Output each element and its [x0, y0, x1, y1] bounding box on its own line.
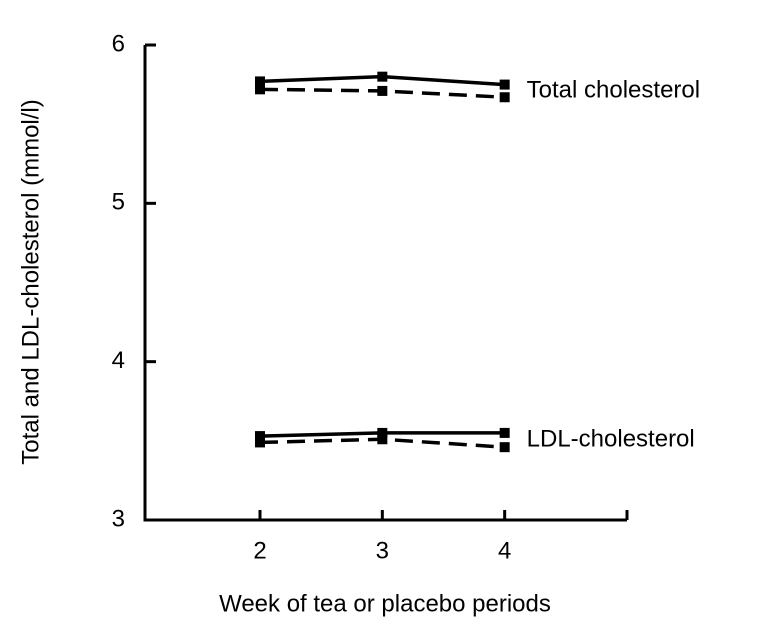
annotation: LDL-cholesterol: [527, 425, 695, 452]
x-axis-label: Week of tea or placebo periods: [219, 590, 551, 617]
x-tick-label: 4: [498, 537, 511, 564]
y-tick-label: 6: [112, 30, 125, 57]
point-marker: [377, 71, 388, 82]
point-marker: [254, 76, 265, 87]
x-tick-label: 2: [253, 537, 266, 564]
point-marker: [254, 84, 265, 95]
point-marker: [377, 434, 388, 445]
point-marker: [499, 92, 510, 103]
point-marker: [499, 79, 510, 90]
point-marker: [377, 427, 388, 438]
y-tick-label: 5: [112, 189, 125, 216]
point-marker: [254, 431, 265, 442]
point-marker: [377, 85, 388, 96]
y-tick-label: 3: [112, 505, 125, 532]
point-marker: [499, 442, 510, 453]
point-marker: [254, 437, 265, 448]
y-axis-label: Total and LDL-cholesterol (mmol/l): [17, 99, 44, 464]
y-tick-label: 4: [112, 347, 125, 374]
point-marker: [499, 427, 510, 438]
annotation: Total cholesterol: [527, 76, 700, 103]
x-tick-label: 3: [376, 537, 389, 564]
